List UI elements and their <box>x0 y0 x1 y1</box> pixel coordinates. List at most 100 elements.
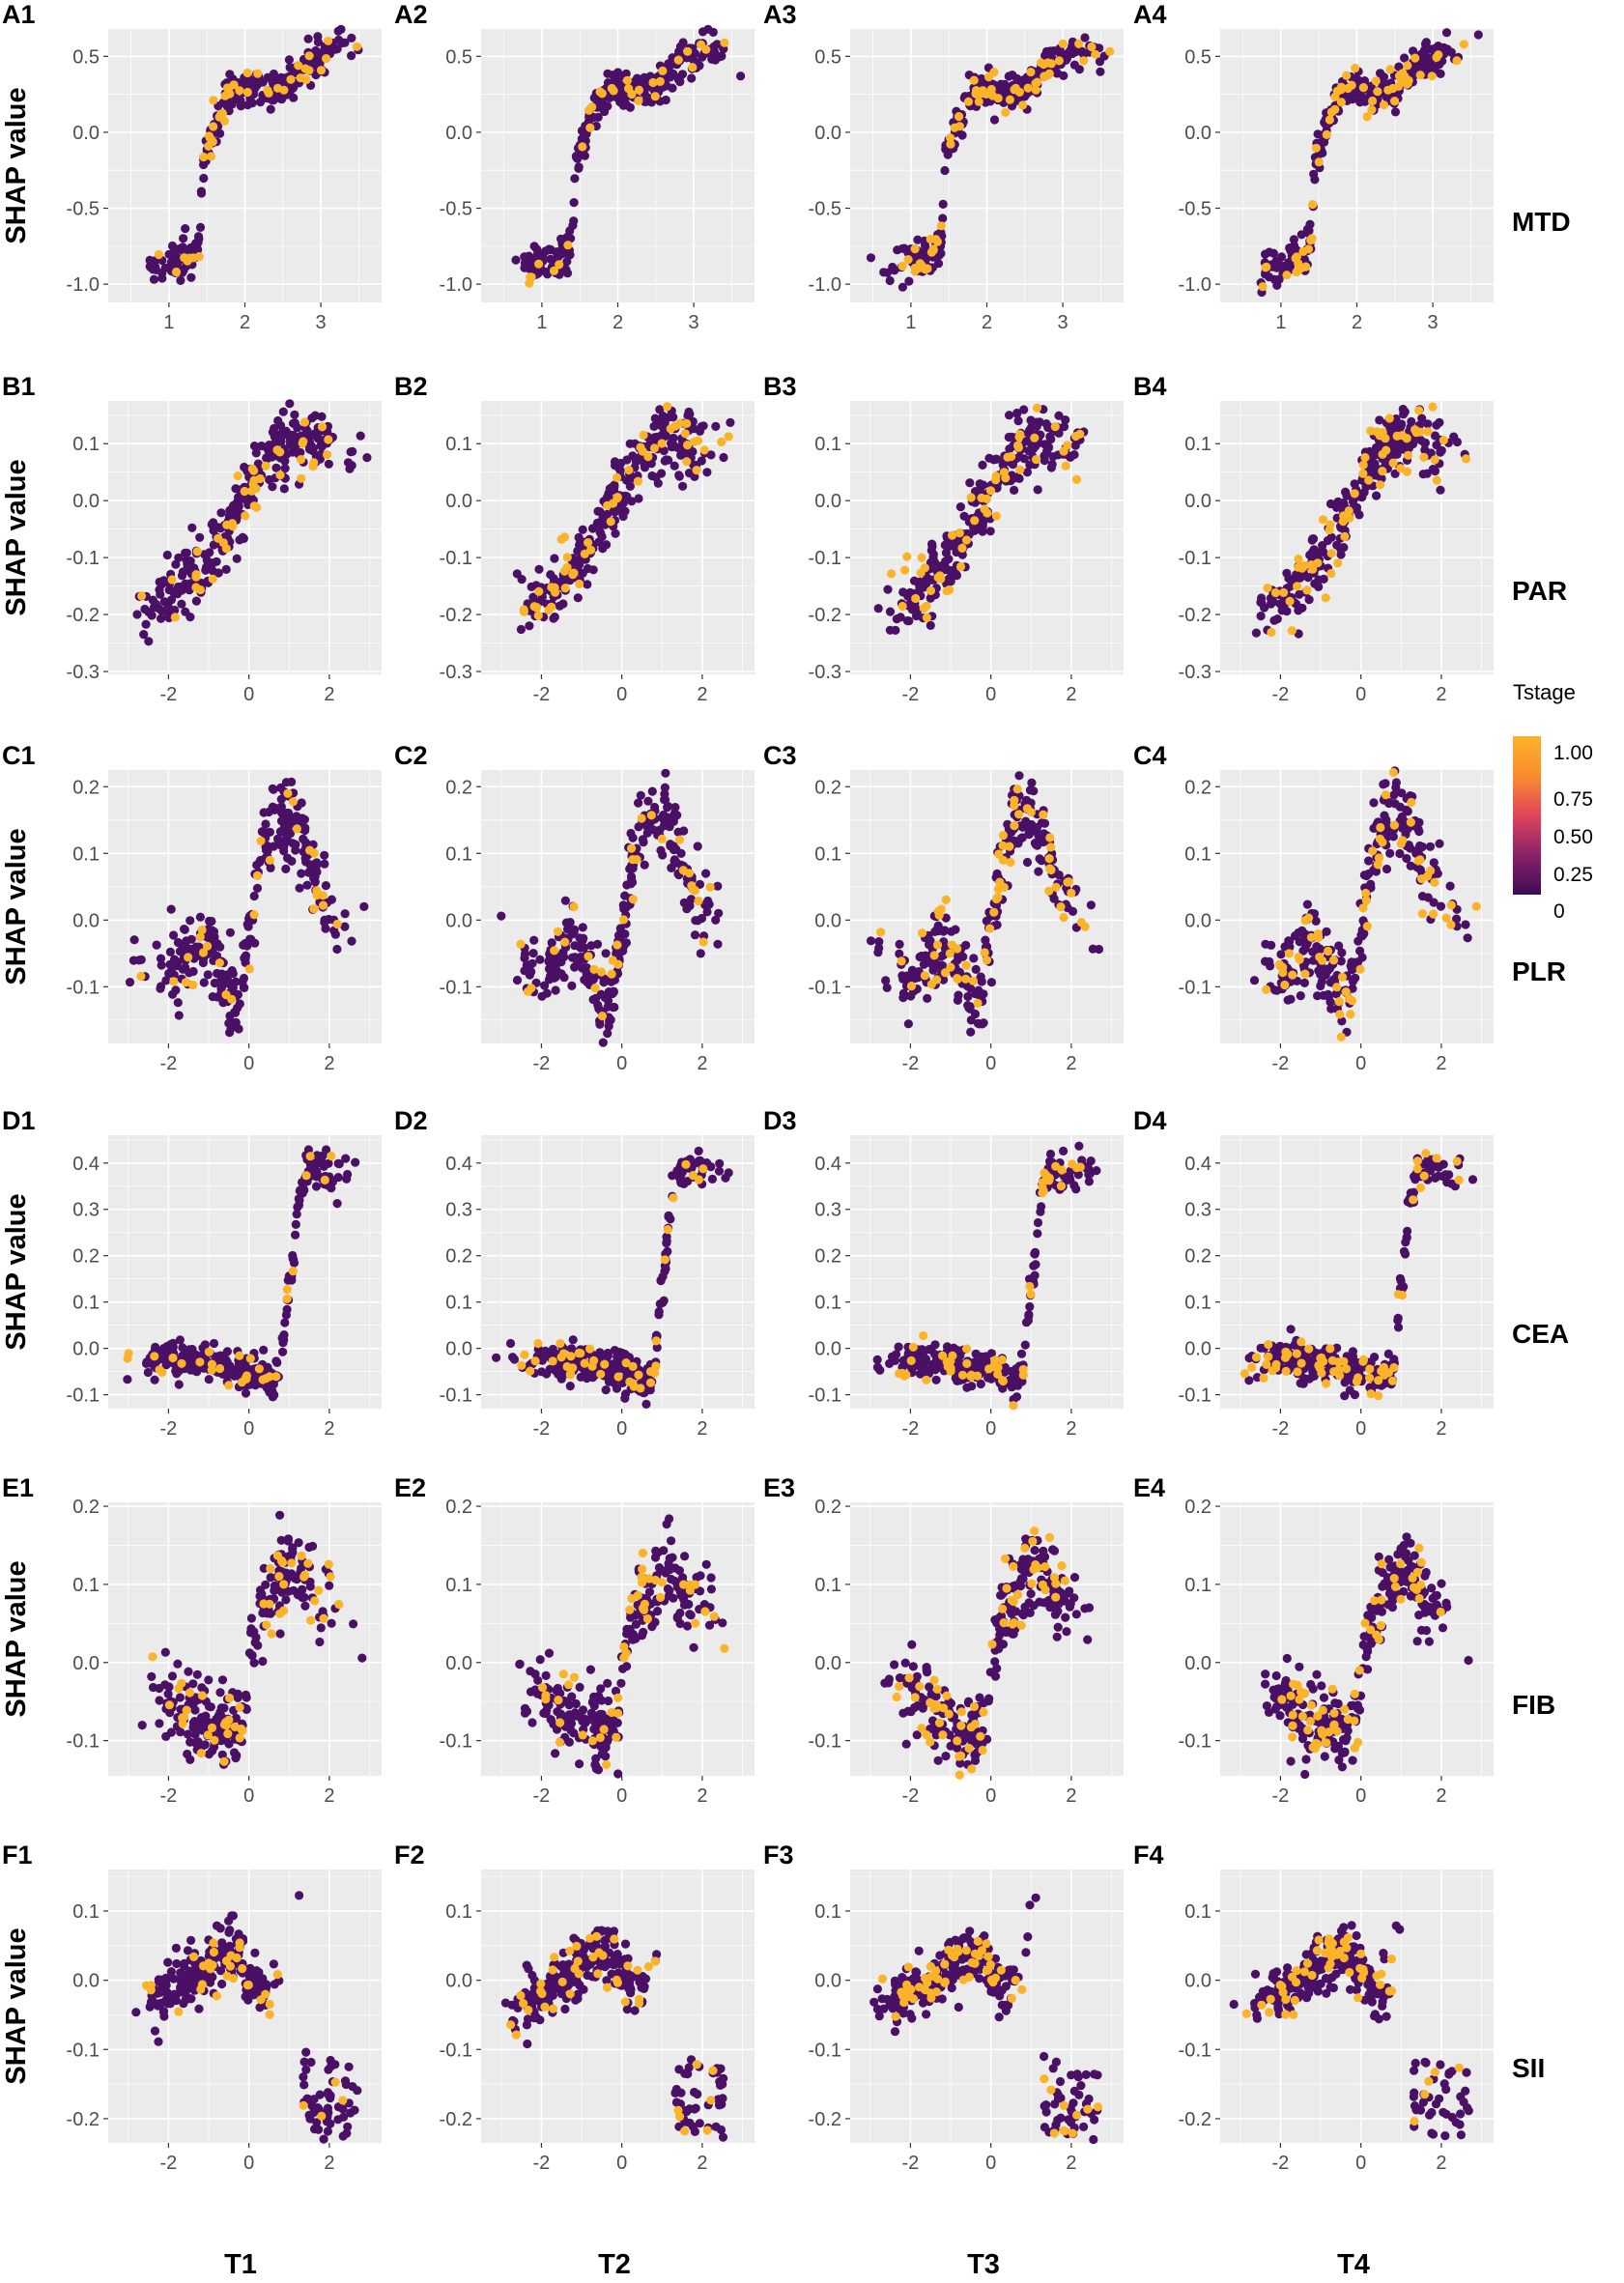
data-point <box>1056 902 1066 912</box>
data-point <box>1382 864 1392 874</box>
data-point <box>1308 534 1319 544</box>
data-point <box>553 927 563 936</box>
panel-label: B1 <box>2 372 36 401</box>
panel-a4: 1 2 3-1.0-0.50.00.5A4 <box>1133 0 1494 333</box>
data-point <box>1391 783 1401 792</box>
data-point <box>685 410 695 419</box>
data-point <box>1267 627 1276 638</box>
data-point <box>897 282 908 292</box>
data-point <box>240 486 249 497</box>
data-point <box>993 94 1003 103</box>
data-point <box>720 38 729 47</box>
data-point <box>1355 946 1365 956</box>
data-point <box>930 1340 940 1350</box>
data-point <box>285 399 295 409</box>
data-point <box>1402 434 1411 443</box>
data-point <box>509 1355 520 1364</box>
data-point <box>309 848 319 858</box>
data-point <box>1025 785 1035 795</box>
data-point <box>660 1267 670 1276</box>
data-point <box>313 37 323 47</box>
data-point <box>897 956 906 966</box>
data-point <box>303 868 314 877</box>
data-point <box>203 970 213 980</box>
data-point <box>1041 419 1051 429</box>
data-point <box>653 478 663 488</box>
x-tick-label: 1 <box>536 312 547 333</box>
data-point <box>268 75 277 86</box>
data-point <box>866 253 876 263</box>
data-point <box>1009 1378 1018 1387</box>
data-point <box>279 1330 289 1340</box>
data-point <box>941 556 951 566</box>
data-point <box>1033 1229 1042 1239</box>
data-point <box>917 553 926 562</box>
panel-label: D2 <box>394 1106 428 1135</box>
data-point <box>613 1372 623 1382</box>
data-point <box>1471 901 1481 911</box>
data-point <box>1400 53 1410 63</box>
data-point <box>284 55 294 65</box>
y-tick-label: -0.1 <box>1179 548 1211 569</box>
data-point <box>592 939 603 950</box>
data-point <box>1364 869 1374 878</box>
data-point <box>902 971 912 981</box>
data-point <box>320 918 329 927</box>
data-point <box>296 455 306 465</box>
data-point <box>241 1388 251 1398</box>
data-point <box>585 123 595 132</box>
data-point <box>903 248 913 258</box>
data-point <box>1388 458 1398 468</box>
data-point <box>1313 991 1323 1001</box>
data-point <box>604 1021 613 1031</box>
x-tick-label: 2 <box>1436 1053 1446 1074</box>
data-point <box>317 412 327 421</box>
data-point <box>982 956 992 965</box>
data-point <box>656 845 666 855</box>
data-point <box>290 442 299 451</box>
data-point <box>663 1225 672 1235</box>
x-tick-label: 1 <box>905 312 916 333</box>
data-point <box>1308 564 1318 574</box>
data-point <box>275 840 285 850</box>
data-point <box>242 941 252 951</box>
data-point <box>174 553 184 562</box>
data-point <box>999 468 1009 477</box>
data-point <box>697 456 706 466</box>
data-point <box>648 77 658 88</box>
data-point <box>659 1296 669 1305</box>
data-point <box>1379 100 1389 110</box>
data-point <box>1324 946 1333 956</box>
data-point <box>946 139 955 149</box>
data-point <box>1295 955 1304 964</box>
data-point <box>1003 452 1012 462</box>
data-point <box>158 576 169 585</box>
data-point <box>613 940 622 950</box>
x-tick-label: 2 <box>982 312 992 333</box>
data-point <box>928 245 938 255</box>
panel-c2: -2 0 2-0.10.00.10.2C2 <box>394 741 755 1074</box>
data-point <box>969 954 979 963</box>
panel-a3: 1 2 3-1.0-0.50.00.5A3 <box>763 0 1124 333</box>
data-point <box>547 602 556 612</box>
y-tick-label: -0.1 <box>1179 977 1211 998</box>
data-point <box>620 891 630 900</box>
data-point <box>1022 857 1033 868</box>
data-point <box>978 460 987 470</box>
data-point <box>724 432 733 442</box>
data-point <box>249 891 259 901</box>
data-point <box>613 492 622 502</box>
data-point <box>1086 900 1096 910</box>
data-point <box>1389 820 1399 830</box>
y-tick-label: 0.2 <box>814 777 841 798</box>
data-point <box>1336 1032 1346 1042</box>
data-point <box>221 544 231 554</box>
data-point <box>1249 976 1260 985</box>
data-point <box>1362 112 1372 122</box>
data-point <box>187 523 197 532</box>
data-point <box>666 842 675 851</box>
data-point <box>1360 97 1370 106</box>
x-tick-label: -2 <box>902 1053 920 1074</box>
x-tick-label: 0 <box>616 684 627 705</box>
data-point <box>922 613 932 622</box>
